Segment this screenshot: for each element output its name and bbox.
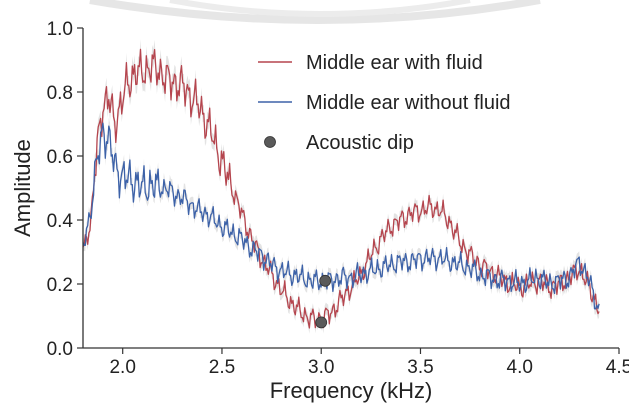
legend: Middle ear with fluid Middle ear without…	[258, 52, 511, 154]
x-axis-title: Frequency (kHz)	[270, 378, 433, 403]
y-axis-ticks: 0.0 0.2 0.4 0.6 0.8 1.0	[47, 19, 83, 360]
x-tick-label: 2.0	[109, 357, 135, 378]
background-arcs	[89, 0, 541, 24]
legend-swatch-acoustic-dip	[264, 136, 276, 148]
legend-label-acoustic-dip: Acoustic dip	[306, 132, 414, 154]
x-axis-ticks: 2.0 2.5 3.0 3.5 4.0 4.5	[109, 348, 629, 378]
y-axis-title: Amplitude	[10, 139, 35, 237]
acoustic-dip-markers	[315, 274, 332, 329]
y-tick-label: 0.0	[47, 339, 73, 360]
legend-label-without-fluid: Middle ear without fluid	[306, 92, 511, 114]
y-tick-label: 0.8	[47, 83, 73, 104]
y-tick-label: 1.0	[47, 19, 73, 40]
x-tick-label: 4.0	[507, 357, 533, 378]
y-tick-label: 0.2	[47, 275, 73, 296]
x-tick-label: 4.5	[606, 357, 629, 378]
line-middle-ear-without-fluid	[82, 122, 600, 310]
x-tick-label: 2.5	[209, 357, 235, 378]
acoustic-dip-point-1	[319, 274, 332, 287]
series-lines	[82, 48, 600, 329]
legend-label-with-fluid: Middle ear with fluid	[306, 52, 483, 74]
background-arc-outer	[89, 0, 541, 24]
x-tick-label: 3.5	[407, 357, 433, 378]
y-tick-label: 0.6	[47, 147, 73, 168]
y-tick-label: 0.4	[47, 211, 74, 232]
acoustic-dip-point-2	[315, 316, 328, 329]
axes	[82, 28, 619, 349]
line-middle-ear-with-fluid	[82, 48, 600, 329]
background-arc-inner	[169, 0, 471, 17]
x-tick-label: 3.0	[308, 357, 334, 378]
